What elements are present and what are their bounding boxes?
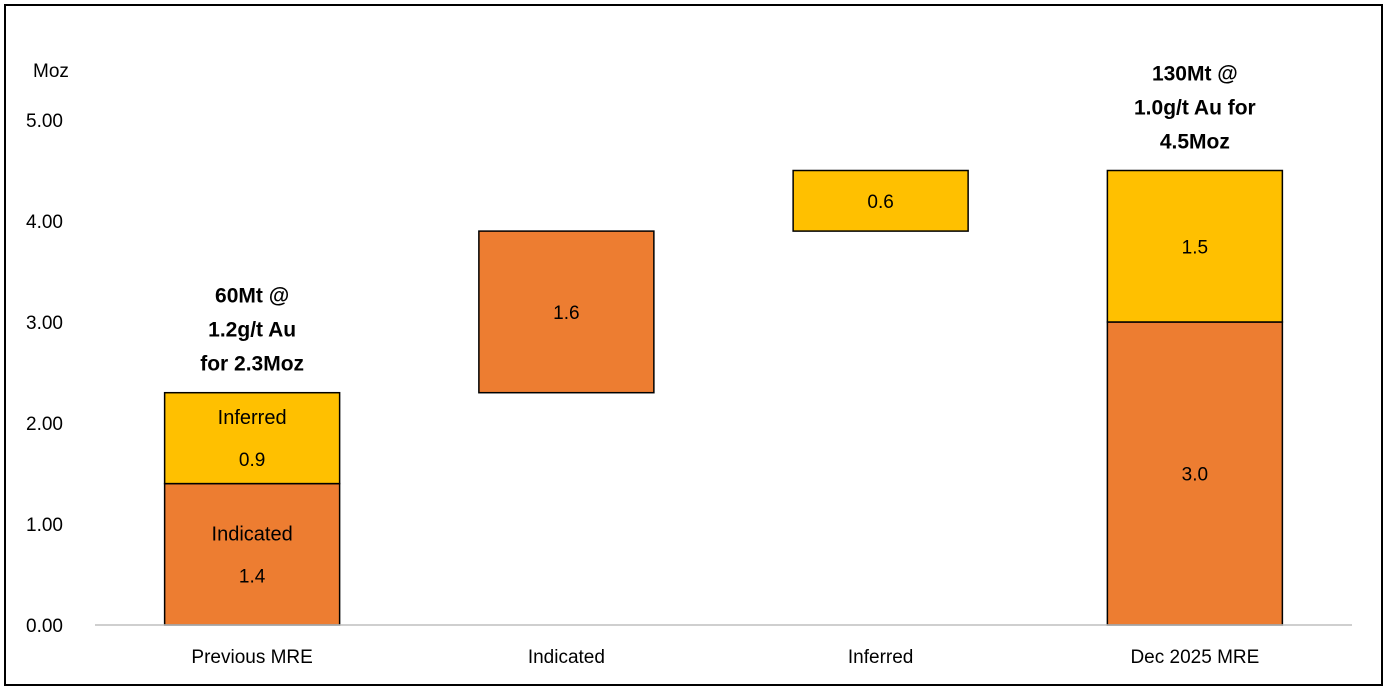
segment-name-label: Inferred	[218, 407, 287, 429]
data-label: 0.9	[239, 450, 265, 471]
bar-segment	[478, 230, 655, 394]
annotation-line: 4.5Moz	[1160, 131, 1230, 154]
x-tick-label: Indicated	[528, 647, 605, 668]
y-tick-label: 2.00	[26, 414, 63, 435]
bar-segment	[163, 482, 341, 626]
y-tick-label: 5.00	[26, 111, 63, 132]
data-label: 1.4	[239, 566, 266, 587]
annotation-line: 130Mt @	[1152, 63, 1238, 86]
data-label: 1.5	[1182, 237, 1208, 258]
bar-segment	[163, 391, 341, 485]
bar-segment	[1106, 169, 1284, 323]
y-tick-label: 4.00	[26, 212, 63, 233]
y-axis-unit-label: Moz	[33, 61, 69, 82]
bar-segment	[792, 169, 969, 232]
annotation-line: 60Mt @	[215, 285, 289, 308]
annotation-line: 1.0g/t Au for	[1134, 97, 1256, 120]
annotation-line: 1.2g/t Au	[208, 319, 296, 342]
y-tick-label: 1.00	[26, 515, 63, 536]
x-tick-label: Dec 2025 MRE	[1130, 647, 1259, 668]
data-label: 1.6	[553, 303, 579, 324]
y-tick-label: 0.00	[26, 616, 63, 637]
segment-name-label: Indicated	[212, 523, 293, 545]
y-tick-label: 3.00	[26, 313, 63, 334]
bar-segment	[1106, 321, 1284, 626]
data-label: 0.6	[867, 192, 893, 213]
x-tick-label: Inferred	[848, 647, 913, 668]
data-label: 3.0	[1182, 465, 1208, 486]
annotation-line: for 2.3Moz	[200, 353, 304, 376]
x-tick-label: Previous MRE	[191, 647, 312, 668]
